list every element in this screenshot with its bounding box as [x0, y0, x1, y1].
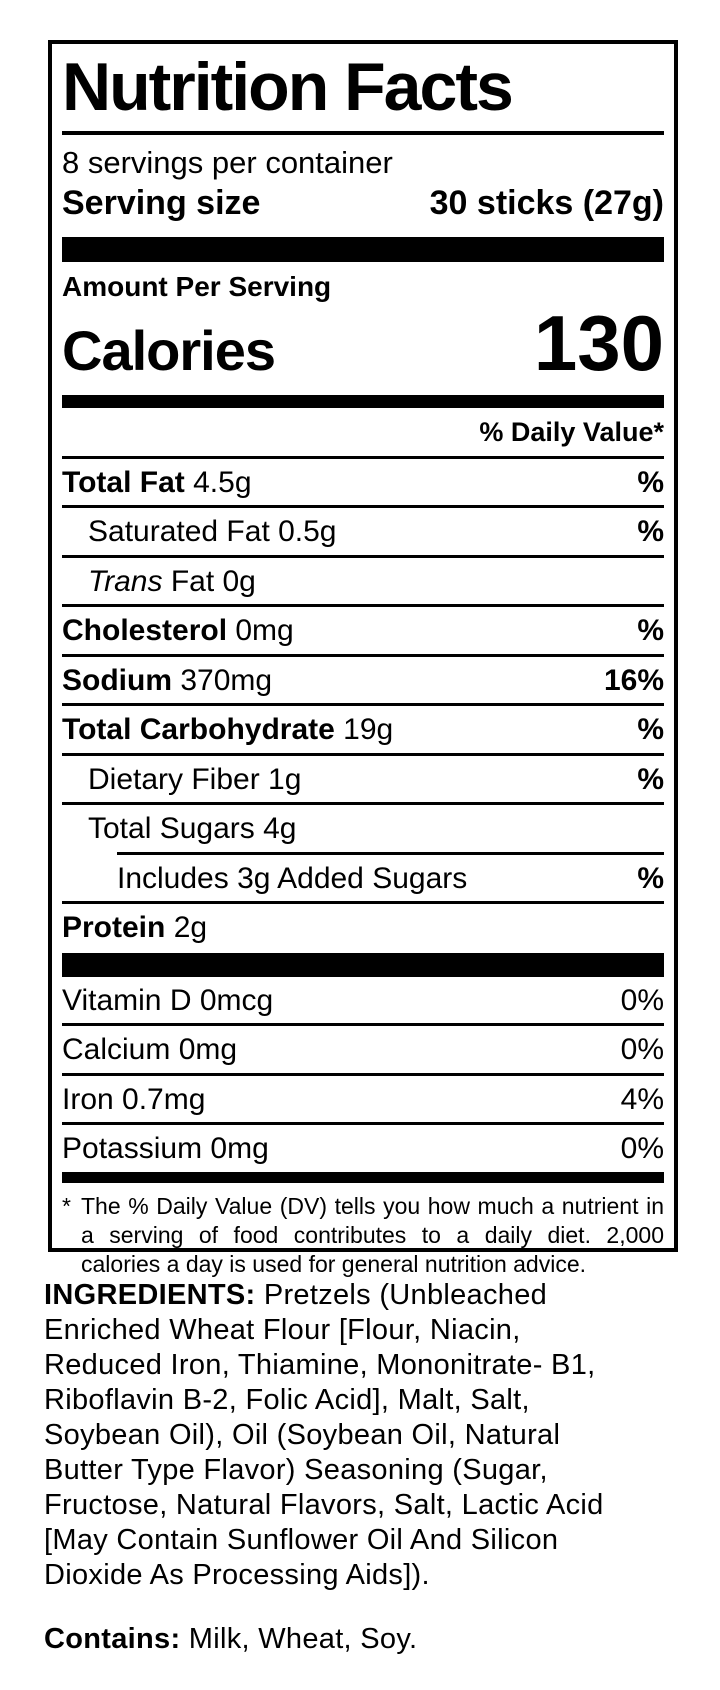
contains-section: Contains: Milk, Wheat, Soy. — [44, 1622, 704, 1657]
nutrient-name: Protein 2g — [62, 911, 208, 945]
micronutrient-name: Iron 0.7mg — [62, 1082, 206, 1116]
vitamin-row-potassium: Potassium 0mg 0% — [62, 1125, 664, 1172]
contains-text: Milk, Wheat, Soy. — [188, 1623, 418, 1655]
vitamin-row-iron: Iron 0.7mg 4% — [62, 1076, 664, 1126]
medium-separator-bar — [62, 394, 664, 408]
vitamin-row-calcium: Calcium 0mg 0% — [62, 1026, 664, 1076]
contains-heading: Contains: — [44, 1623, 181, 1655]
nutrient-dv: % — [637, 465, 664, 499]
nutrient-name: Cholesterol 0mg — [62, 614, 294, 648]
nutrient-row-saturated-fat: Saturated Fat 0.5g % — [62, 508, 664, 558]
footnote-asterisk: * — [62, 1192, 71, 1219]
nutrient-dv: % — [637, 713, 664, 747]
nutrient-row-total-carbohydrate: Total Carbohydrate 19g % — [62, 706, 664, 756]
ingredients-section: INGREDIENTS: Pretzels (Unbleached Enrich… — [44, 1278, 704, 1593]
servings-per-container: 8 servings per container — [62, 144, 393, 180]
nutrient-name: Total Sugars 4g — [88, 812, 297, 846]
ingredients-line: Enriched Wheat Flour [Flour, Niacin, — [44, 1314, 521, 1346]
micronutrient-name: Vitamin D 0mcg — [62, 983, 274, 1017]
nutrient-row-sodium: Sodium 370mg 16% — [62, 657, 664, 707]
micronutrient-dv: 4% — [620, 1082, 664, 1116]
ingredients-line: [May Contain Sunflower Oil And Silicon — [44, 1524, 559, 1556]
micronutrient-name: Potassium 0mg — [62, 1132, 269, 1166]
amount-per-serving-label: Amount Per Serving — [62, 270, 332, 302]
footnote: * The % Daily Value (DV) tells you how m… — [62, 1183, 664, 1280]
ingredients-heading: INGREDIENTS: — [44, 1279, 256, 1311]
nutrient-row-total-fat: Total Fat 4.5g % — [62, 459, 664, 509]
serving-size-label: Serving size — [62, 183, 261, 222]
ingredients-line: Soybean Oil), Oil (Soybean Oil, Natural — [44, 1419, 561, 1451]
nutrient-name: Trans Fat 0g — [88, 564, 256, 598]
nutrient-dv: % — [637, 861, 664, 895]
micronutrient-name: Calcium 0mg — [62, 1033, 238, 1067]
nutrient-dv: % — [637, 762, 664, 796]
nutrient-row-trans-fat: Trans Fat 0g — [62, 558, 664, 608]
ingredients-line: Reduced Iron, Thiamine, Mononitrate- B1, — [44, 1349, 596, 1381]
nutrient-row-total-sugars: Total Sugars 4g — [62, 805, 664, 852]
ingredients-line: INGREDIENTS: Pretzels (Unbleached — [44, 1279, 548, 1311]
nutrient-name: Total Fat 4.5g — [62, 465, 252, 499]
nutrient-row-dietary-fiber: Dietary Fiber 1g % — [62, 756, 664, 806]
ingredients-line: Butter Type Flavor) Seasoning (Sugar, — [44, 1454, 548, 1486]
black-separator-bar — [62, 952, 664, 977]
calories-row: Calories 130 — [62, 304, 664, 391]
label-title: Nutrition Facts — [62, 44, 664, 135]
micronutrient-dv: 0% — [620, 1033, 664, 1067]
nutrient-name: Includes 3g Added Sugars — [117, 861, 468, 895]
serving-size-row: Serving size 30 sticks (27g) — [62, 181, 664, 237]
nutrient-dv: % — [637, 614, 664, 648]
indented-divider — [117, 851, 664, 855]
nutrient-row-cholesterol: Cholesterol 0mg % — [62, 607, 664, 657]
bottom-separator-bar — [62, 1171, 664, 1183]
ingredients-line: Fructose, Natural Flavors, Salt, Lactic … — [44, 1489, 604, 1521]
daily-value-header: % Daily Value* — [62, 408, 664, 459]
calories-value: 130 — [533, 298, 664, 387]
micronutrient-dv: 0% — [620, 983, 664, 1017]
ingredients-line: Riboflavin B-2, Folic Acid], Malt, Salt, — [44, 1384, 530, 1416]
nutrient-name: Saturated Fat 0.5g — [88, 515, 337, 549]
nutrient-row-protein: Protein 2g — [62, 904, 664, 951]
nutrient-dv: 16% — [603, 663, 664, 697]
nutrient-row-added-sugars: Includes 3g Added Sugars % — [62, 855, 664, 905]
micronutrient-dv: 0% — [620, 1132, 664, 1166]
nutrient-name: Dietary Fiber 1g — [88, 762, 302, 796]
footnote-text: The % Daily Value (DV) tells you how muc… — [81, 1192, 664, 1278]
nutrition-facts-label: Nutrition Facts 8 servings per container… — [48, 40, 678, 1277]
nutrient-name: Sodium 370mg — [62, 663, 273, 697]
ingredients-line: Dioxide As Processing Aids]). — [44, 1559, 430, 1591]
nutrient-name: Total Carbohydrate 19g — [62, 713, 394, 747]
calories-label: Calories — [62, 318, 276, 382]
serving-size-value: 30 sticks (27g) — [429, 183, 664, 222]
thick-separator-bar — [62, 236, 664, 262]
vitamin-row-vitamin-d: Vitamin D 0mcg 0% — [62, 977, 664, 1027]
nutrient-dv: % — [637, 515, 664, 549]
